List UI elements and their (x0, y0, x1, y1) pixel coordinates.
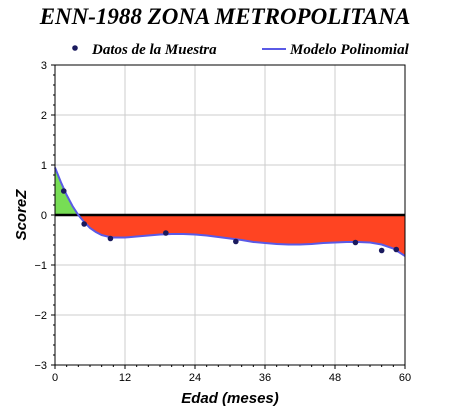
y-axis-label: ScoreZ (13, 189, 30, 241)
data-point (393, 246, 400, 253)
y-tick-label: −3 (34, 360, 47, 372)
model-curve-group (54, 167, 406, 257)
area-above-zero (55, 167, 79, 215)
x-tick-label: 48 (329, 372, 341, 384)
y-tick-label: 1 (41, 160, 47, 172)
y-tick-label: 3 (41, 60, 47, 72)
axes (51, 64, 406, 369)
data-point (60, 188, 67, 194)
x-tick-label: 36 (259, 372, 271, 384)
area-below-zero (78, 215, 405, 256)
legend-points-label: Datos de la Muestra (91, 42, 217, 58)
data-point (378, 247, 385, 254)
legend-model-label: Modelo Polinomial (289, 42, 410, 58)
x-tick-label: 24 (189, 372, 201, 384)
y-tick-label: 0 (41, 210, 47, 222)
chart-title: ENN-1988 ZONA METROPOLITANA (39, 4, 411, 29)
x-axis-label: Edad (meses) (181, 390, 279, 407)
data-point (233, 238, 239, 245)
x-tick-label: 12 (119, 372, 131, 384)
y-tick-label: 2 (41, 110, 47, 122)
data-point (352, 239, 359, 246)
legend: Datos de la Muestra Modelo Polinomial (72, 42, 410, 58)
data-point (81, 221, 87, 227)
x-tick-label: 0 (52, 372, 58, 384)
y-tick-label: −1 (34, 260, 47, 272)
y-tick-label: −2 (34, 310, 47, 322)
data-point (163, 230, 169, 236)
model-curve (54, 167, 406, 257)
x-tick-label: 60 (399, 372, 411, 384)
deviation-areas (55, 167, 405, 256)
data-point (107, 235, 114, 242)
data-points (60, 188, 400, 254)
legend-point-marker (72, 45, 78, 51)
